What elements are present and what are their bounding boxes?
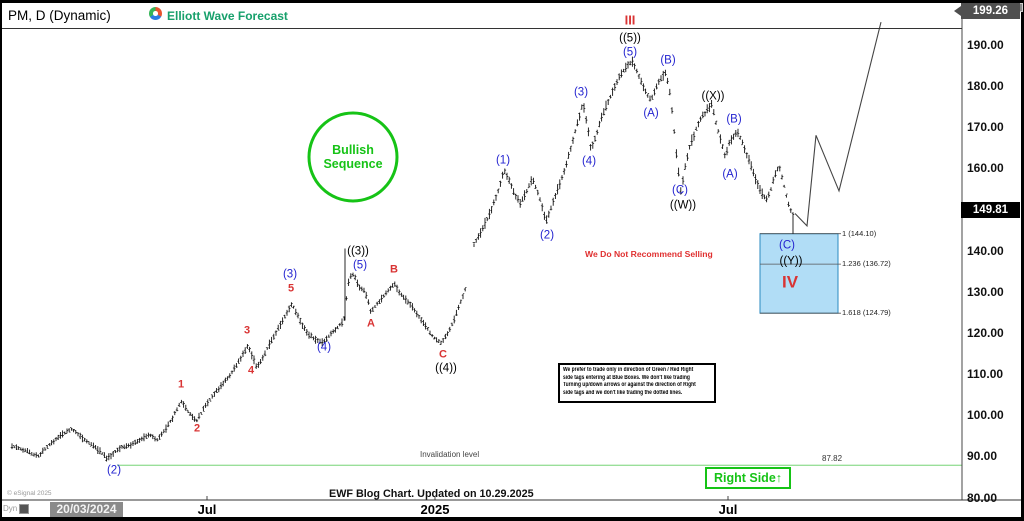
fib-label: 1.236 (136.72) [842, 259, 891, 269]
invalidation-value: 87.82 [822, 454, 843, 463]
wave-label-2: (2) [539, 229, 555, 242]
wave-label-a: A [367, 317, 375, 330]
wave-label-b: (B) [660, 54, 676, 67]
disclaimer-line: Turning up/down arrows or against the di… [563, 382, 696, 389]
high-price-arrow-icon [954, 5, 961, 16]
wave-label-3: (3) [282, 268, 298, 281]
disclaimer-box: We prefer to trade only in direction of … [558, 363, 716, 403]
bullish-line-2: Sequence [323, 157, 383, 171]
wave-label-1: 1 [177, 378, 185, 391]
price-tick-label: 120.00 [967, 325, 1004, 340]
high-price-badge: 199.26 [961, 2, 1020, 19]
wave-label-2: 2 [193, 422, 201, 435]
wave-label-3: (3) [573, 86, 589, 99]
right-side-text: Right Side [713, 471, 776, 485]
wave-label-5: 5 [287, 282, 295, 295]
ewf-logo-icon [149, 7, 162, 20]
wave-label-a: (A) [643, 107, 659, 120]
dynamic-mode-label: Dyn [3, 504, 18, 513]
wave-label-a: (A) [722, 168, 738, 181]
price-tick-label: 80.00 [967, 490, 998, 505]
last-price-badge: 149.81 [961, 202, 1020, 219]
wave-label-4: 4 [247, 364, 255, 377]
bullish-sequence-label: Bullish Sequence [323, 143, 382, 171]
wave-label-5: (5) [622, 46, 638, 59]
copyright-label: © eSignal 2025 [7, 490, 52, 497]
price-tick-label: 190.00 [967, 37, 1004, 52]
wave-label-1: (1) [495, 154, 511, 167]
time-tick-label: Jul [197, 502, 217, 517]
disclaimer-line: We prefer to trade only in direction of … [563, 367, 694, 373]
wave-label-4: ((4)) [435, 362, 457, 375]
disclaimer-line: side tags entering at Blue Boxes. We don… [563, 374, 690, 381]
page-title: PM, D (Dynamic) [8, 8, 111, 23]
wave-label-3: ((3)) [347, 245, 369, 258]
wave-label-3: 3 [243, 324, 251, 337]
dynamic-mode-icon[interactable] [19, 504, 29, 514]
price-tick-label: 140.00 [967, 243, 1004, 258]
bullish-line-1: Bullish [332, 143, 374, 157]
fib-label: 1.618 (124.79) [842, 308, 891, 318]
wave-label-w: ((W)) [669, 199, 697, 212]
no-sell-warning: We Do Not Recommend Selling [585, 249, 713, 259]
date-cursor-badge: 20/03/2024 [50, 502, 123, 517]
right-side-tag: Right Side↑ [705, 467, 791, 489]
wave-label-iii: III [624, 12, 636, 28]
brand-label: Elliott Wave Forecast [167, 9, 288, 23]
wave-label-4: (4) [316, 341, 332, 354]
wave-label-y: ((Y)) [779, 255, 803, 268]
disclaimer-line: side tags and we don't like trading the … [563, 389, 683, 396]
up-arrow-icon: ↑ [775, 471, 783, 485]
wave-label-c: (C) [779, 239, 795, 252]
wave-label-c: C [439, 348, 447, 361]
invalidation-label: Invalidation level [420, 450, 480, 459]
price-tick-label: 160.00 [967, 161, 1004, 176]
time-tick-label: Jul [718, 502, 738, 517]
wave-label-4: (4) [581, 155, 597, 168]
price-tick-label: 180.00 [967, 78, 1004, 93]
wave-label-iv: IV [781, 272, 799, 292]
wave-label-c: (C) [672, 184, 688, 197]
time-tick-label: 2025 [420, 502, 450, 517]
price-tick-label: 170.00 [967, 120, 1004, 135]
wave-label-5: ((5)) [619, 32, 641, 45]
wave-label-b: B [390, 263, 398, 276]
wave-label-2: (2) [106, 464, 122, 477]
price-tick-label: 100.00 [967, 408, 1004, 423]
blog-note: EWF Blog Chart. Updated on 10.29.2025 [329, 488, 534, 500]
wave-label-5: (5) [352, 259, 368, 272]
fib-label: 1 (144.10) [842, 228, 877, 238]
price-tick-label: 110.00 [967, 367, 1004, 381]
wave-label-b: (B) [726, 113, 742, 126]
wave-label-x: ((X)) [701, 90, 725, 103]
price-tick-label: 90.00 [967, 449, 998, 464]
price-tick-label: 130.00 [967, 284, 1004, 299]
